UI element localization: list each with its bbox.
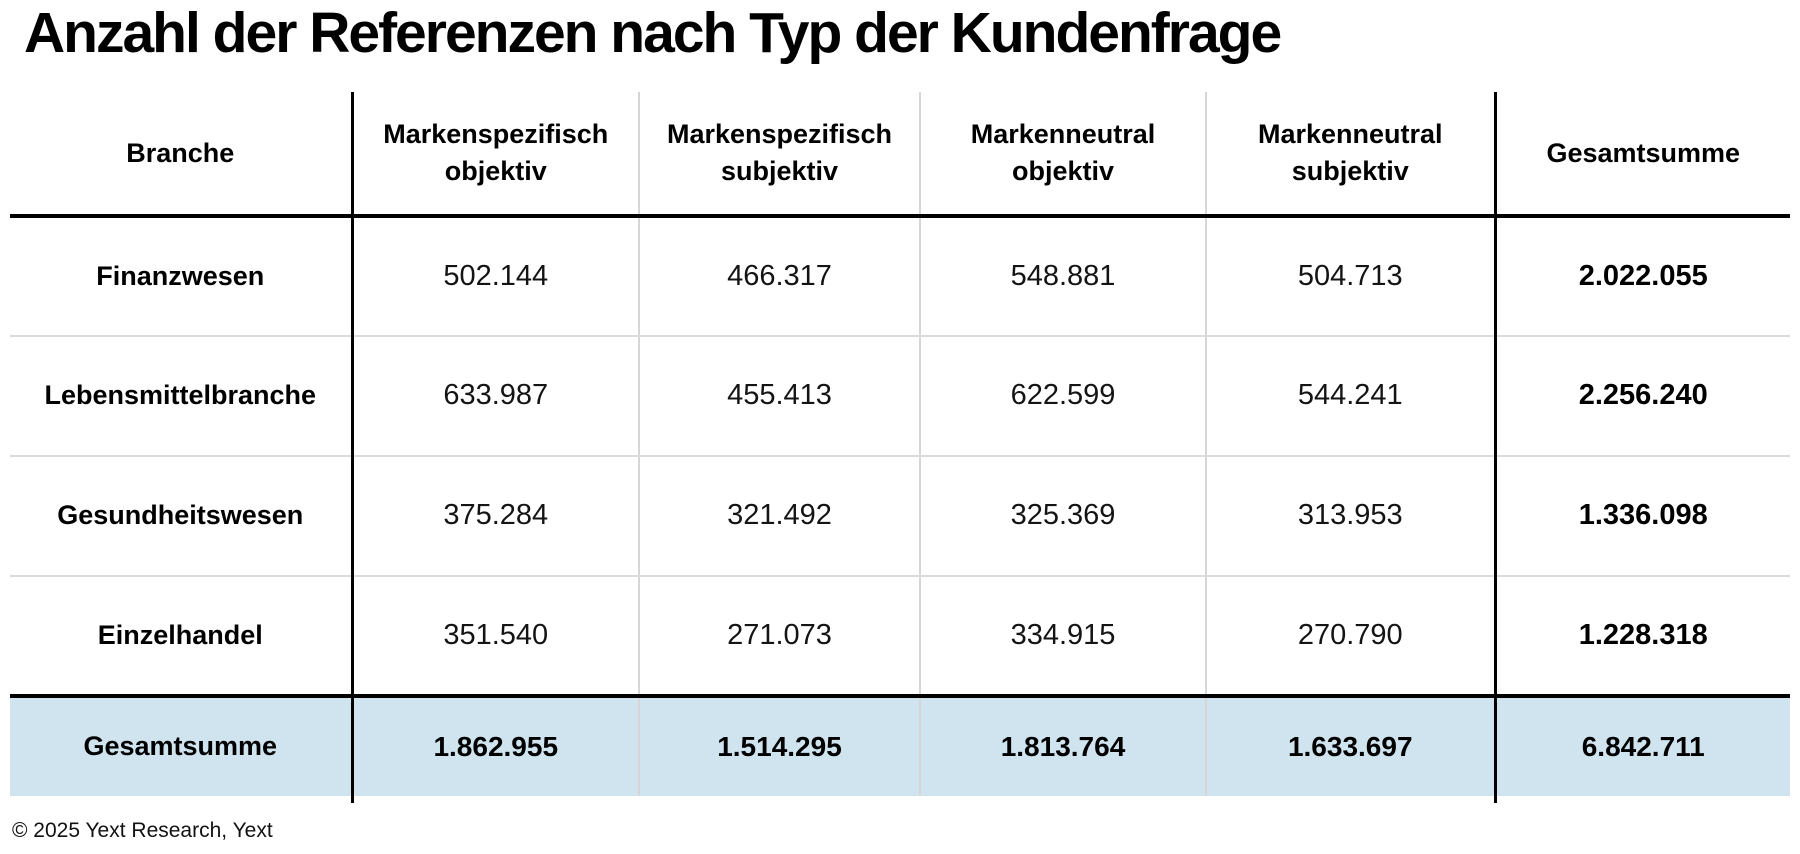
grid-line-stubs: [10, 795, 1790, 803]
column-total-cell: 1.862.955: [352, 695, 640, 796]
row-label: Gesundheitswesen: [10, 455, 354, 577]
value-cell: 622.599: [920, 335, 1207, 457]
table-body: Finanzwesen 502.144 466.317 548.881 504.…: [10, 215, 1790, 803]
row-total-cell: 1.336.098: [1495, 455, 1790, 577]
header-markenneutral-objektiv: Markenneutral objektiv: [920, 91, 1207, 218]
row-total-cell: 1.228.318: [1495, 575, 1790, 698]
header-markenspezifisch-subjektiv: Markenspezifisch subjektiv: [639, 91, 921, 218]
total-row: Gesamtsumme 1.862.955 1.514.295 1.813.76…: [10, 695, 1790, 796]
row-label: Lebensmittelbranche: [10, 335, 354, 457]
value-cell: 271.073: [639, 575, 921, 698]
row-total-cell: 2.022.055: [1495, 215, 1790, 337]
copyright-text: © 2025 Yext Research, Yext: [12, 818, 273, 842]
grand-total-cell: 6.842.711: [1581, 730, 1705, 762]
table-row-gesundheitswesen: Gesundheitswesen 375.284 321.492 325.369…: [10, 455, 1790, 577]
table-row-einzelhandel: Einzelhandel 351.540 271.073 334.915 270…: [10, 575, 1790, 698]
table-row-lebensmittelbranche: Lebensmittelbranche 633.987 455.413 622.…: [10, 335, 1790, 457]
header-row: Branche Markenspezifisch objektiv Marken…: [10, 91, 1790, 218]
value-cell: 633.987: [352, 335, 640, 457]
page-title: Anzahl der Referenzen nach Typ der Kunde…: [24, 1, 1282, 65]
value-cell: 502.144: [352, 215, 640, 337]
column-total-cell: 1.813.764: [920, 695, 1207, 796]
value-cell: 334.915: [920, 575, 1207, 698]
row-total-cell: 2.256.240: [1495, 335, 1790, 457]
value-cell: 455.413: [639, 335, 921, 457]
value-cell: 548.881: [920, 215, 1207, 337]
header-branche: Branche: [10, 91, 354, 218]
header-markenspezifisch-objektiv: Markenspezifisch objektiv: [352, 91, 640, 218]
value-cell: 466.317: [639, 215, 921, 337]
row-label: Finanzwesen: [10, 215, 354, 337]
header-gesamtsumme: Gesamtsumme: [1495, 91, 1790, 218]
row-label: Einzelhandel: [10, 575, 354, 698]
value-cell: 351.540: [352, 575, 640, 698]
value-cell: 325.369: [920, 455, 1207, 577]
column-total-cell: 1.633.697: [1206, 695, 1497, 796]
column-total-cell: 1.514.295: [639, 695, 921, 796]
value-cell: 544.241: [1206, 335, 1497, 457]
header-markenneutral-subjektiv: Markenneutral subjektiv: [1206, 91, 1497, 218]
value-cell: 321.492: [639, 455, 921, 577]
value-cell: 313.953: [1206, 455, 1497, 577]
total-row-label: Gesamtsumme: [10, 695, 354, 796]
table-row-finanzwesen: Finanzwesen 502.144 466.317 548.881 504.…: [10, 215, 1790, 337]
value-cell: 375.284: [352, 455, 640, 577]
table-header: Branche Markenspezifisch objektiv Marken…: [10, 91, 1790, 218]
value-cell: 504.713: [1206, 215, 1497, 337]
value-cell: 270.790: [1206, 575, 1497, 698]
references-table: Branche Markenspezifisch objektiv Marken…: [10, 91, 1790, 803]
